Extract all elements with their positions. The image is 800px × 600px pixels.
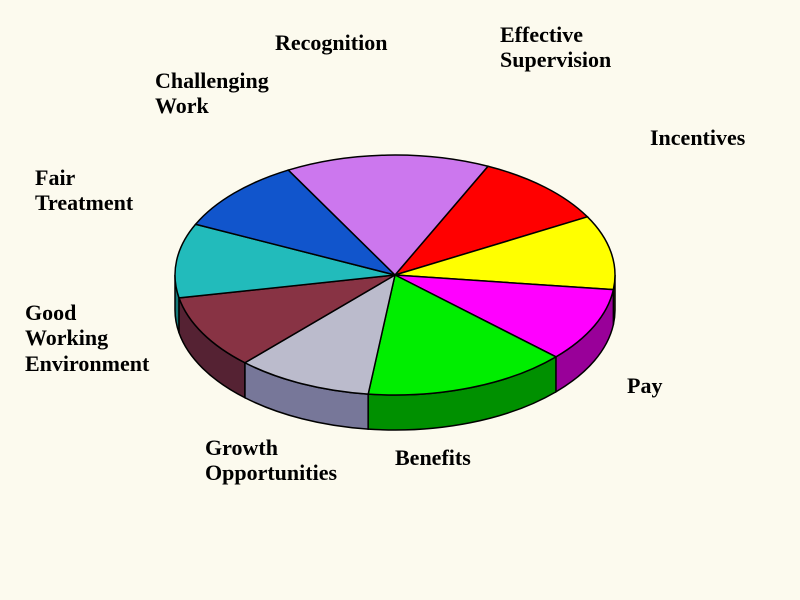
slice-label: Challenging Work <box>155 68 269 119</box>
pie-top <box>175 155 615 395</box>
slice-label: Growth Opportunities <box>205 435 337 486</box>
slice-label: Effective Supervision <box>500 22 611 73</box>
slice-label: Benefits <box>395 445 471 470</box>
chart-stage: Recognition Effective Supervision Incentiv… <box>0 0 800 600</box>
slice-label: Pay <box>627 373 662 398</box>
slice-label: Fair Treatment <box>35 165 133 216</box>
slice-label: Good Working Environment <box>25 300 149 376</box>
slice-label: Incentives <box>650 125 745 150</box>
slice-label: Recognition <box>275 30 387 55</box>
